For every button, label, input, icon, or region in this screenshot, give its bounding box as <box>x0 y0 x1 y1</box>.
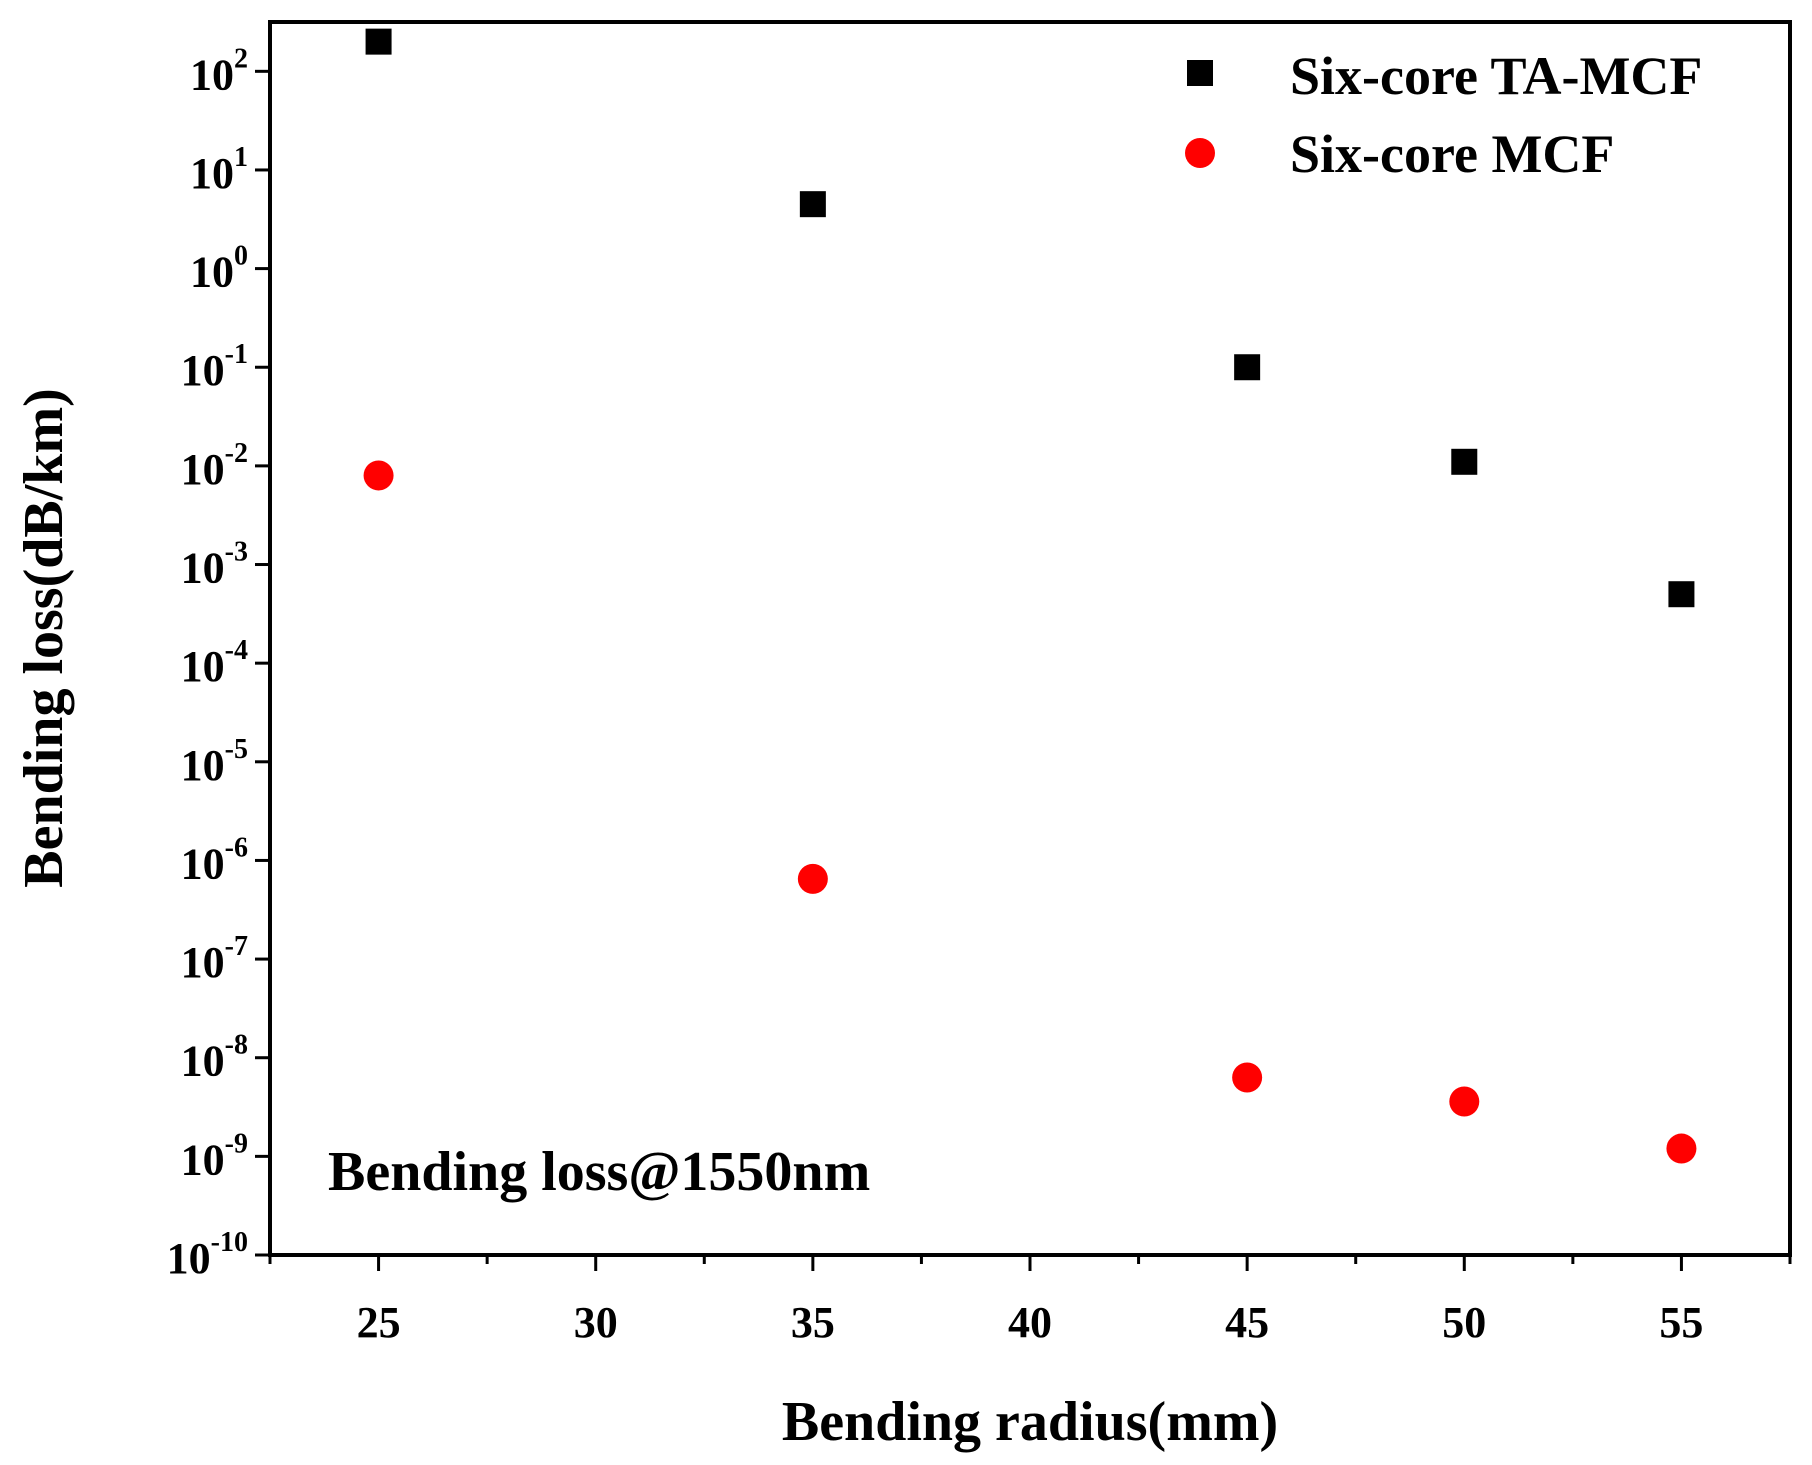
y-tick-label: 10-10 <box>167 1227 248 1283</box>
ta-mcf-point <box>365 28 392 55</box>
y-tick-label: 10-1 <box>181 339 248 395</box>
y-tick-label: 10-4 <box>181 635 248 691</box>
x-tick-label: 45 <box>1225 1298 1269 1347</box>
y-axis-title: Bending loss(dB/km) <box>13 388 75 888</box>
x-tick-label: 25 <box>357 1298 401 1347</box>
y-tick-label: 10-7 <box>181 931 248 987</box>
annotation-label: Bending loss@1550nm <box>328 1141 870 1203</box>
x-tick-label: 40 <box>1008 1298 1052 1347</box>
mcf-point <box>363 460 394 491</box>
data-points <box>363 28 1697 1164</box>
legend-marker-square <box>1187 60 1213 86</box>
mcf-point <box>1232 1062 1263 1093</box>
ta-mcf-point <box>799 191 826 218</box>
y-tick-label: 10-6 <box>181 832 248 888</box>
legend-label-mcf: Six-core MCF <box>1290 124 1614 184</box>
legend-marker-circle <box>1185 138 1215 168</box>
legend: Six-core TA-MCF Six-core MCF <box>1185 46 1702 184</box>
ta-mcf-point <box>1451 448 1478 475</box>
y-tick-label: 10-3 <box>181 537 248 593</box>
y-tick-label: 10-9 <box>181 1128 248 1184</box>
x-axis-ticks: 25 30 35 40 45 50 55 <box>268 1255 1792 1347</box>
y-axis-ticks: 102 101 100 10-1 10-2 10-3 10-4 10-5 10-6 10-7 10-… <box>167 43 270 1283</box>
ta-mcf-point <box>1668 581 1695 608</box>
mcf-point <box>797 863 828 894</box>
mcf-point <box>1666 1133 1697 1164</box>
x-tick-label: 50 <box>1442 1298 1486 1347</box>
x-tick-label: 30 <box>574 1298 618 1347</box>
y-tick-label: 10-5 <box>181 734 248 790</box>
ta-mcf-point <box>1234 354 1261 381</box>
x-tick-label: 55 <box>1659 1298 1703 1347</box>
y-tick-label: 101 <box>190 142 248 198</box>
plot-area <box>268 20 1792 1257</box>
y-tick-label: 100 <box>190 241 248 297</box>
mcf-point <box>1449 1086 1480 1117</box>
y-tick-label: 10-8 <box>181 1030 248 1086</box>
legend-label-ta-mcf: Six-core TA-MCF <box>1290 46 1702 106</box>
x-axis-title: Bending radius(mm) <box>782 1391 1278 1453</box>
y-tick-label: 102 <box>190 43 248 99</box>
x-tick-label: 35 <box>791 1298 835 1347</box>
y-tick-label: 10-2 <box>181 438 248 494</box>
